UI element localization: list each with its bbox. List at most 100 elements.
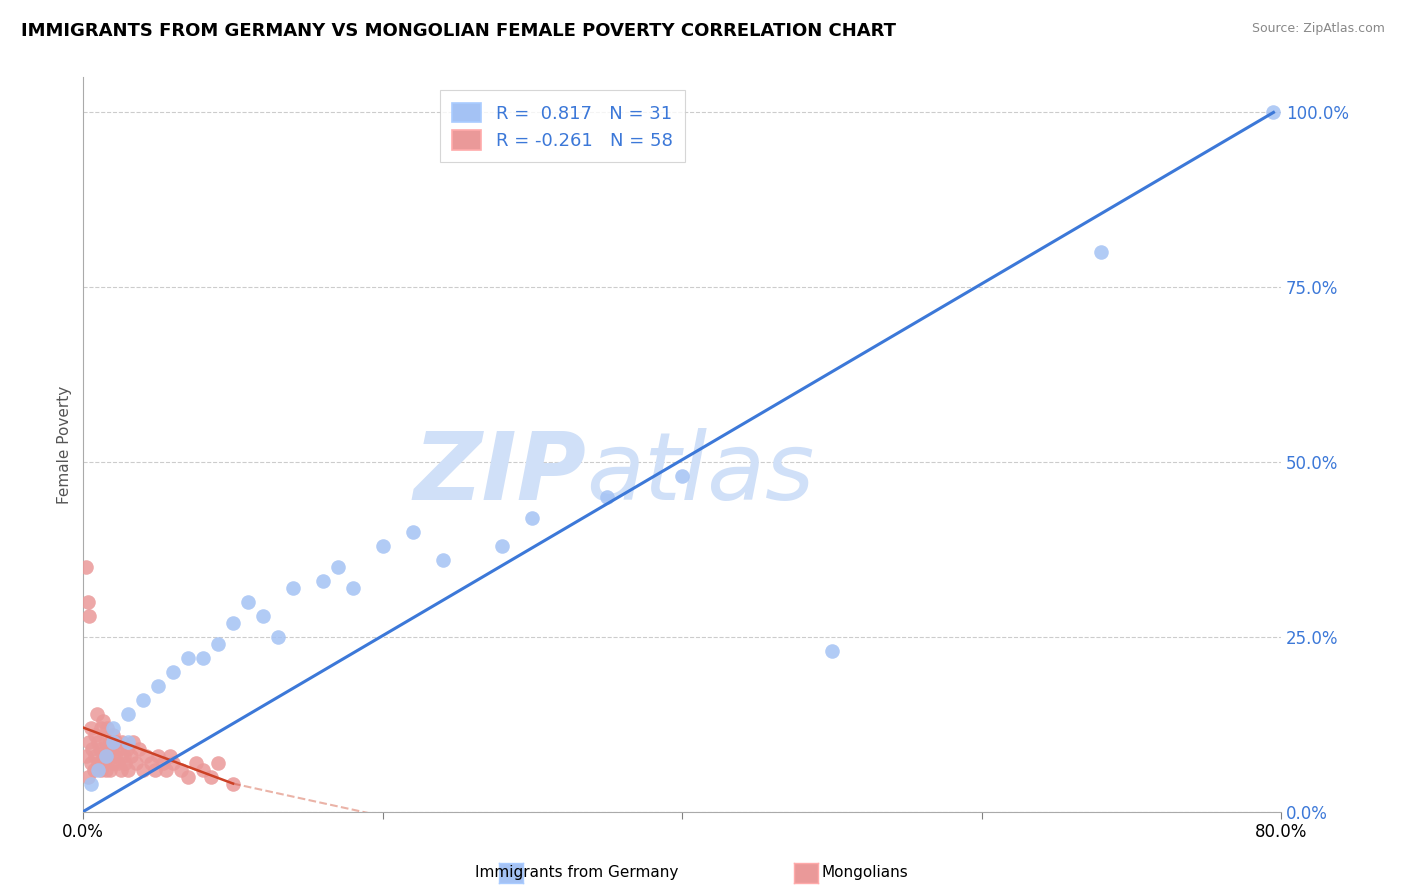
Point bbox=[75, 559, 97, 574]
Point bbox=[432, 553, 454, 567]
Point bbox=[87, 756, 110, 770]
Point bbox=[132, 692, 155, 706]
Point bbox=[177, 770, 200, 784]
Point bbox=[98, 734, 121, 748]
Legend: R =  0.817   N = 31, R = -0.261   N = 58: R = 0.817 N = 31, R = -0.261 N = 58 bbox=[440, 90, 685, 162]
Point bbox=[90, 763, 112, 777]
Point bbox=[110, 763, 132, 777]
Point bbox=[86, 706, 108, 721]
Point bbox=[236, 595, 259, 609]
Point bbox=[152, 756, 174, 770]
Point bbox=[115, 741, 138, 756]
Point bbox=[121, 734, 143, 748]
Point bbox=[91, 748, 114, 763]
Point bbox=[97, 748, 120, 763]
Point bbox=[94, 748, 117, 763]
Point bbox=[80, 756, 103, 770]
Text: Immigrants from Germany: Immigrants from Germany bbox=[475, 865, 678, 880]
Point bbox=[222, 615, 245, 630]
Point bbox=[100, 741, 122, 756]
Point bbox=[821, 644, 844, 658]
Point bbox=[491, 539, 513, 553]
Point bbox=[252, 608, 274, 623]
Point bbox=[103, 721, 125, 735]
Point bbox=[84, 748, 107, 763]
Point bbox=[671, 469, 693, 483]
Point bbox=[80, 721, 103, 735]
Point bbox=[120, 748, 142, 763]
Point bbox=[200, 770, 222, 784]
Point bbox=[184, 756, 207, 770]
Point bbox=[87, 763, 110, 777]
Point bbox=[132, 763, 155, 777]
Point bbox=[98, 763, 121, 777]
Point bbox=[96, 721, 118, 735]
Point bbox=[177, 650, 200, 665]
Point bbox=[94, 763, 117, 777]
Point bbox=[76, 595, 98, 609]
Point bbox=[82, 741, 104, 756]
Point bbox=[128, 741, 150, 756]
Point bbox=[89, 741, 111, 756]
Point bbox=[93, 756, 115, 770]
Point bbox=[162, 756, 184, 770]
Point bbox=[103, 734, 125, 748]
Point bbox=[83, 763, 105, 777]
Point bbox=[103, 728, 125, 742]
Text: ZIP: ZIP bbox=[413, 428, 586, 520]
Point bbox=[207, 637, 229, 651]
Point bbox=[139, 756, 162, 770]
Point bbox=[103, 756, 125, 770]
Point bbox=[96, 741, 118, 756]
Point bbox=[135, 748, 157, 763]
Point bbox=[75, 748, 97, 763]
Point bbox=[94, 734, 117, 748]
Point bbox=[342, 581, 364, 595]
Point bbox=[222, 776, 245, 790]
Point bbox=[281, 581, 304, 595]
Point bbox=[326, 559, 349, 574]
Point bbox=[596, 490, 619, 504]
Point bbox=[143, 763, 166, 777]
Point bbox=[90, 721, 112, 735]
Point bbox=[1263, 105, 1285, 120]
Point bbox=[91, 714, 114, 728]
Point bbox=[117, 734, 139, 748]
Point bbox=[77, 734, 100, 748]
Point bbox=[117, 706, 139, 721]
Point bbox=[112, 748, 135, 763]
Point bbox=[371, 539, 394, 553]
Point bbox=[77, 608, 100, 623]
Point bbox=[159, 748, 181, 763]
Point bbox=[125, 756, 148, 770]
Point bbox=[207, 756, 229, 770]
Text: atlas: atlas bbox=[586, 428, 814, 519]
Point bbox=[87, 734, 110, 748]
Point bbox=[191, 650, 214, 665]
Point bbox=[522, 511, 544, 525]
Point bbox=[162, 665, 184, 679]
Point bbox=[84, 728, 107, 742]
Point bbox=[146, 748, 169, 763]
Point bbox=[104, 748, 127, 763]
Point bbox=[76, 770, 98, 784]
Point bbox=[108, 741, 131, 756]
Point bbox=[312, 574, 335, 588]
Point bbox=[169, 763, 191, 777]
Text: IMMIGRANTS FROM GERMANY VS MONGOLIAN FEMALE POVERTY CORRELATION CHART: IMMIGRANTS FROM GERMANY VS MONGOLIAN FEM… bbox=[21, 22, 896, 40]
Point bbox=[107, 756, 129, 770]
Text: Source: ZipAtlas.com: Source: ZipAtlas.com bbox=[1251, 22, 1385, 36]
Point bbox=[146, 679, 169, 693]
Point bbox=[191, 763, 214, 777]
Point bbox=[111, 734, 134, 748]
Point bbox=[105, 734, 128, 748]
Point bbox=[117, 763, 139, 777]
Point bbox=[114, 756, 136, 770]
Point bbox=[1090, 245, 1112, 260]
Point bbox=[401, 524, 423, 539]
Point bbox=[80, 776, 103, 790]
Point bbox=[155, 763, 177, 777]
Point bbox=[267, 630, 290, 644]
Text: Mongolians: Mongolians bbox=[821, 865, 908, 880]
Y-axis label: Female Poverty: Female Poverty bbox=[58, 385, 72, 504]
